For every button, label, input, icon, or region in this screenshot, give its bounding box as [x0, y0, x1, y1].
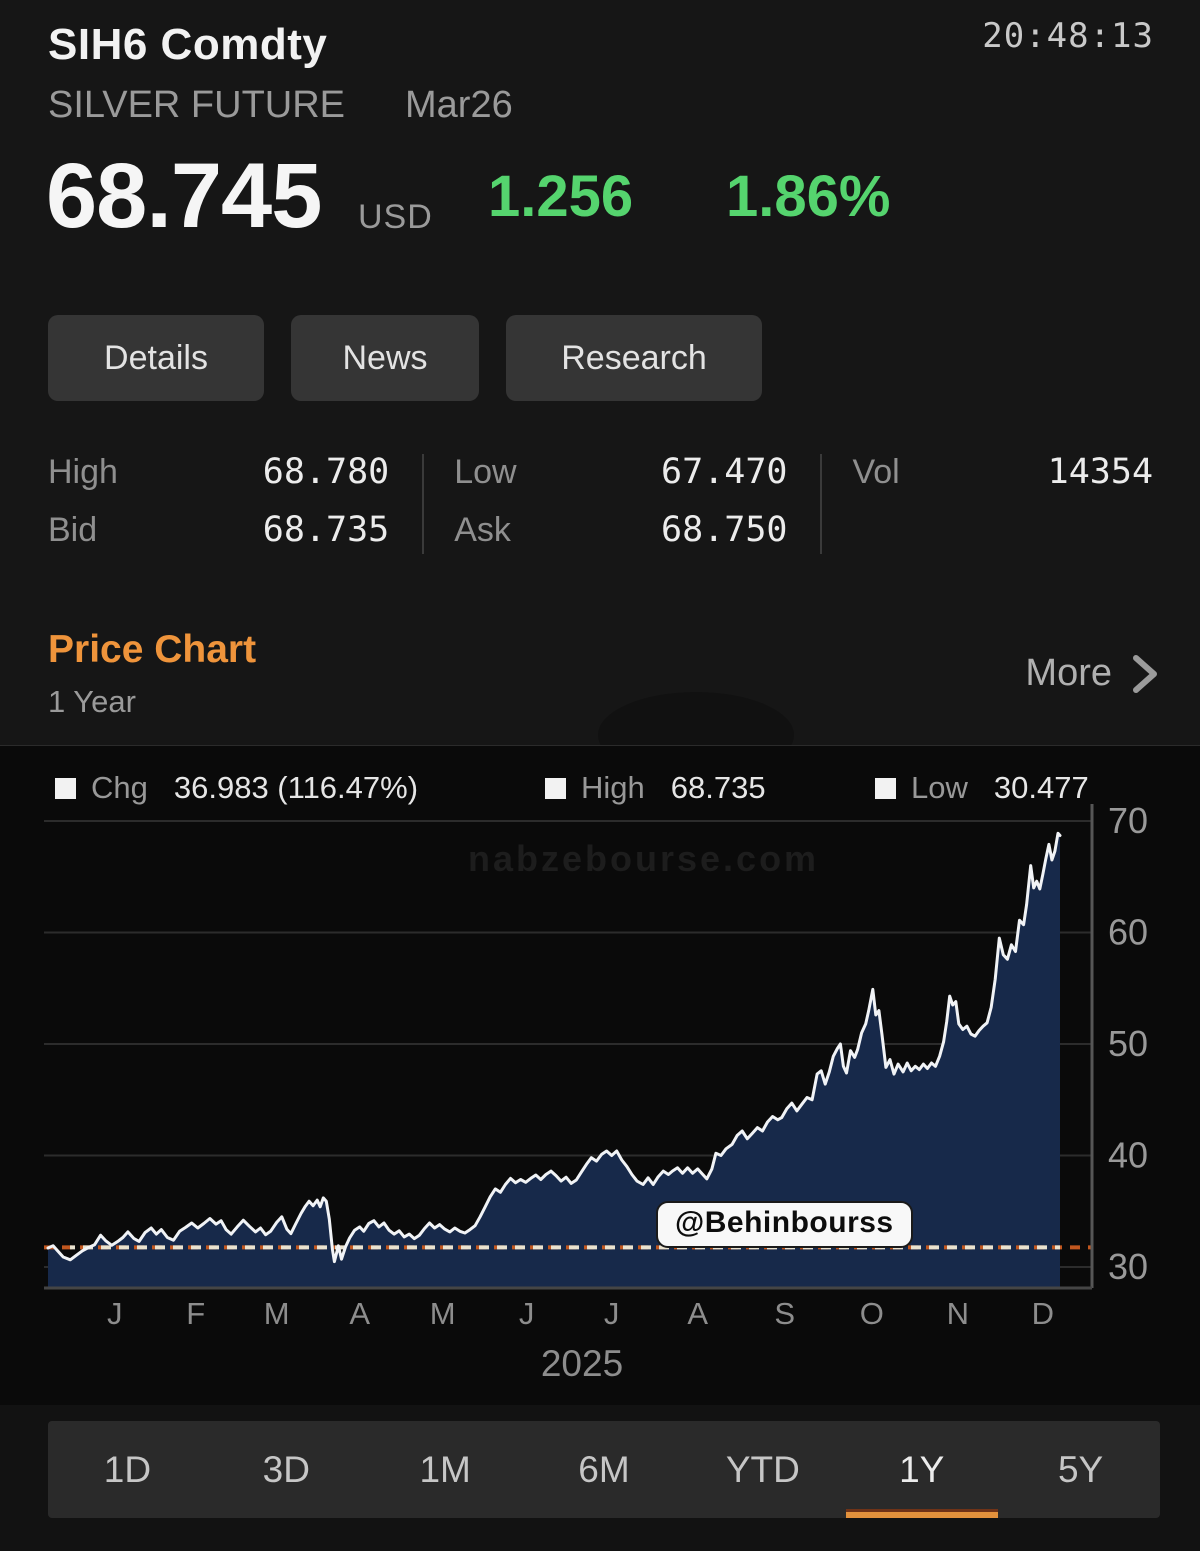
stat-low: Low 67.470: [454, 452, 787, 496]
stat-volume: Vol 14354: [852, 452, 1153, 496]
legend-item-low: Low 30.477: [875, 770, 1089, 806]
stats-divider: [820, 454, 823, 554]
quote-stats: High 68.780 Bid 68.735 Low 67.470 Ask 68…: [48, 452, 1153, 554]
y-tick-label: 50: [1108, 1023, 1148, 1064]
x-tick-label: J: [107, 1296, 123, 1331]
x-tick-label: M: [430, 1296, 456, 1331]
legend-item-chg: Chg 36.983 (116.47%): [55, 770, 418, 806]
low-label: Low: [454, 453, 517, 491]
tab-ytd[interactable]: YTD: [725, 1448, 800, 1490]
x-tick-label: A: [687, 1296, 708, 1331]
action-buttons: Details News Research: [48, 315, 762, 401]
range-tabbar: 1D 3D 1M 6M YTD 1Y 5Y: [48, 1421, 1160, 1518]
legend-item-high: High 68.735: [545, 770, 766, 806]
chevron-right-icon: [1133, 654, 1157, 693]
bid-label: Bid: [48, 511, 98, 549]
tab-6m[interactable]: 6M: [578, 1448, 630, 1490]
legend-value: 68.735: [670, 770, 766, 805]
stat-ask: Ask 68.750: [454, 510, 787, 554]
x-tick-label: N: [947, 1296, 969, 1331]
credit-badge: @Behinbourss: [656, 1201, 913, 1248]
x-tick-label: J: [604, 1296, 620, 1331]
legend-label: Chg: [91, 770, 148, 805]
y-tick-label: 60: [1108, 912, 1148, 953]
more-link[interactable]: More: [1025, 652, 1158, 695]
more-label: More: [1025, 652, 1112, 694]
ask-label: Ask: [454, 511, 511, 549]
tab-3d[interactable]: 3D: [262, 1448, 310, 1490]
news-button[interactable]: News: [291, 315, 479, 401]
area-fill: [48, 833, 1060, 1288]
ask-value: 68.750: [661, 510, 788, 550]
x-tick-label: J: [519, 1296, 535, 1331]
tab-1y[interactable]: 1Y: [842, 1421, 1001, 1518]
security-name: SILVER FUTURE: [48, 84, 346, 126]
legend-label: High: [581, 770, 645, 805]
x-tick-label: O: [860, 1296, 884, 1331]
stats-divider: [422, 454, 425, 554]
high-label: High: [48, 453, 118, 491]
x-tick-label: M: [264, 1296, 290, 1331]
chart-range-label: 1 Year: [48, 684, 136, 719]
x-axis-year-label: 2025: [541, 1343, 623, 1384]
x-tick-label: A: [349, 1296, 370, 1331]
price-change: 1.256: [488, 164, 634, 229]
volume-value: 14354: [1047, 452, 1154, 492]
y-tick-label: 70: [1108, 800, 1148, 841]
y-tick-label: 40: [1108, 1135, 1148, 1176]
price-chart-title: Price Chart: [48, 628, 257, 671]
details-button[interactable]: Details: [48, 315, 264, 401]
chart-legend: Chg 36.983 (116.47%) High 68.735 Low 30.477: [0, 770, 1200, 810]
legend-value: 36.983 (116.47%): [173, 770, 419, 805]
price-line: [46, 831, 1062, 1264]
currency-label: USD: [358, 198, 433, 236]
active-tab-underline: [845, 1509, 998, 1518]
chart-section: nabzebourse.com Chg 36.983 (116.47%) High 6…: [0, 745, 1200, 1405]
bid-value: 68.735: [262, 510, 390, 550]
volume-label: Vol: [852, 453, 900, 491]
low-value: 67.470: [661, 452, 788, 492]
last-price: 68.745: [46, 145, 322, 247]
x-tick-label: S: [774, 1296, 795, 1331]
tab-1d[interactable]: 1D: [103, 1448, 152, 1490]
legend-swatch-icon: [545, 777, 566, 799]
stat-bid: Bid 68.735: [48, 510, 389, 554]
tab-1m[interactable]: 1M: [419, 1448, 471, 1490]
price-chart-plot[interactable]: 30 40 50 60 70 J F M A M J J A S O N D 2025: [0, 746, 1200, 1406]
page-title: SIH6 Comdty: [48, 20, 328, 69]
axis-label-layer: 30 40 50 60 70 J F M A M J J A S O N D 2025: [107, 800, 1148, 1384]
legend-value: 30.477: [993, 770, 1089, 805]
clock: 20:48:13: [982, 16, 1154, 56]
price-change-percent: 1.86%: [726, 164, 891, 229]
tab-5y[interactable]: 5Y: [1057, 1448, 1104, 1490]
header: SIH6 Comdty 20:48:13 SILVER FUTURE Mar26…: [0, 0, 1200, 778]
y-tick-label: 30: [1108, 1246, 1148, 1287]
high-value: 68.780: [262, 452, 390, 492]
research-button[interactable]: Research: [506, 315, 762, 401]
x-tick-label: D: [1032, 1296, 1054, 1331]
stat-high: High 68.780: [48, 452, 389, 496]
legend-swatch-icon: [55, 777, 76, 799]
contract-month: Mar26: [405, 84, 513, 126]
legend-swatch-icon: [875, 777, 896, 799]
bottom-area: 1D 3D 1M 6M YTD 1Y 5Y: [0, 1405, 1200, 1551]
x-tick-label: F: [186, 1296, 205, 1331]
watermark-text: nabzebourse.com: [468, 838, 820, 879]
legend-label: Low: [911, 770, 968, 805]
